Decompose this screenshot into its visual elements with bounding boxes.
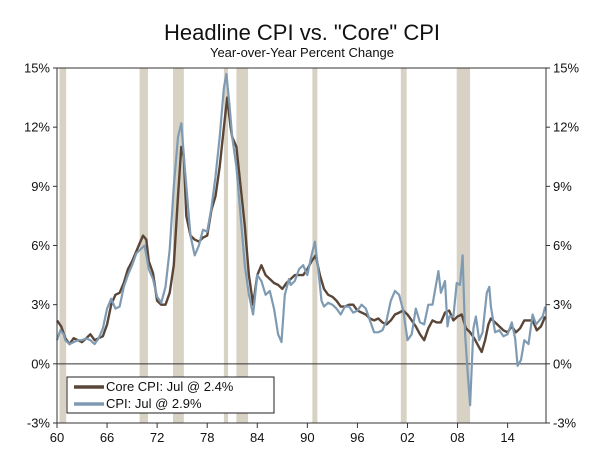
recession-band-0: [59, 68, 67, 423]
chart-title: Headline CPI vs. "Core" CPI: [164, 20, 440, 45]
x-tick-label: 96: [350, 430, 364, 445]
series-lines: [55, 72, 547, 407]
y-tick-label-left: 12%: [24, 120, 50, 135]
y-tick-label-left: 6%: [31, 238, 50, 253]
y-tick-label-right: 15%: [553, 61, 579, 76]
x-tick-label: 14: [500, 430, 514, 445]
legend-label-core: Core CPI: Jul @ 2.4%: [106, 379, 234, 394]
x-tick-label: 78: [200, 430, 214, 445]
recession-band-6: [400, 68, 407, 423]
chart-subtitle: Year-over-Year Percent Change: [210, 45, 394, 60]
y-tick-label-left: -3%: [27, 416, 51, 431]
y-tick-label-right: 3%: [553, 297, 572, 312]
y-tick-label-right: 9%: [553, 179, 572, 194]
y-tick-label-left: 9%: [31, 179, 50, 194]
legend-label-cpi: CPI: Jul @ 2.9%: [106, 396, 202, 411]
recession-band-3: [223, 68, 229, 423]
y-tick-label-right: 12%: [553, 120, 579, 135]
recession-band-7: [456, 68, 471, 423]
x-tick-label: 02: [400, 430, 414, 445]
x-tick-label: 84: [250, 430, 264, 445]
y-tick-label-right: 0%: [553, 356, 572, 371]
y-tick-label-left: 3%: [31, 297, 50, 312]
y-axis-ticks-left: 15% 12% 9% 6% 3% 0% -3%: [24, 61, 57, 431]
y-tick-label-right: -3%: [553, 416, 577, 431]
legend: Core CPI: Jul @ 2.4% CPI: Jul @ 2.9%: [66, 376, 275, 414]
recession-bands: [59, 68, 471, 423]
x-tick-label: 72: [150, 430, 164, 445]
y-axis-ticks-right: 15% 12% 9% 6% 3% 0% -3%: [546, 61, 579, 431]
x-tick-label: 66: [100, 430, 114, 445]
x-tick-label: 08: [450, 430, 464, 445]
y-tick-label-right: 6%: [553, 238, 572, 253]
x-tick-label: 90: [300, 430, 314, 445]
y-tick-label-left: 15%: [24, 61, 50, 76]
x-axis-ticks: 60 66 72 78 84 90 96 02 08 14: [50, 423, 515, 445]
x-tick-label: 60: [50, 430, 64, 445]
y-tick-label-left: 0%: [31, 356, 50, 371]
series-line-core: [56, 96, 547, 354]
legend-box: [66, 376, 275, 414]
recession-band-2: [172, 68, 184, 423]
series-line-cpi: [55, 72, 547, 407]
